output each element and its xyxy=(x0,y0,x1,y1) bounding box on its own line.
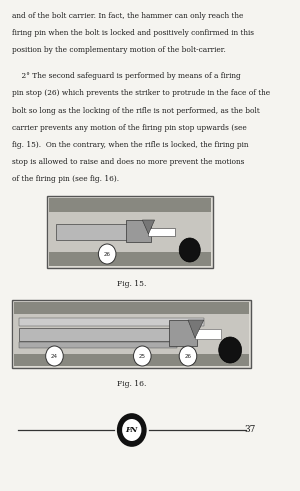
Text: 2° The second safeguard is performed by means of a firing: 2° The second safeguard is performed by … xyxy=(12,72,241,80)
Text: and of the bolt carrier. In fact, the hammer can only reach the: and of the bolt carrier. In fact, the ha… xyxy=(12,12,244,20)
Bar xyxy=(14,314,250,354)
Bar xyxy=(127,220,151,242)
Bar xyxy=(49,198,211,212)
Bar xyxy=(169,320,197,346)
Bar xyxy=(56,224,140,240)
Bar xyxy=(12,300,251,368)
Bar xyxy=(47,196,213,268)
Bar xyxy=(14,302,250,314)
Circle shape xyxy=(122,419,141,441)
Text: 25: 25 xyxy=(139,354,146,358)
Text: pin stop (26) which prevents the striker to protrude in the face of the: pin stop (26) which prevents the striker… xyxy=(12,89,270,97)
Text: 26: 26 xyxy=(104,251,111,256)
Text: Fig. 15.: Fig. 15. xyxy=(117,280,146,288)
Text: carrier prevents any motion of the firing pin stop upwards (see: carrier prevents any motion of the firin… xyxy=(12,124,247,132)
Polygon shape xyxy=(188,320,204,338)
Text: Fig. 16.: Fig. 16. xyxy=(117,380,146,388)
Circle shape xyxy=(179,238,200,262)
Bar xyxy=(195,329,221,339)
Text: position by the complementary motion of the bolt-carrier.: position by the complementary motion of … xyxy=(12,47,226,55)
Text: 26: 26 xyxy=(184,354,191,358)
Circle shape xyxy=(179,346,197,366)
Bar xyxy=(19,318,204,326)
Text: FN: FN xyxy=(126,426,138,434)
Bar xyxy=(14,354,250,366)
Bar xyxy=(19,328,173,341)
Circle shape xyxy=(134,346,151,366)
Circle shape xyxy=(98,244,116,264)
Circle shape xyxy=(118,414,146,446)
Text: of the firing pin (see fig. 16).: of the firing pin (see fig. 16). xyxy=(12,175,119,184)
Circle shape xyxy=(46,346,63,366)
Bar xyxy=(19,342,177,348)
Circle shape xyxy=(219,337,242,363)
Text: 24: 24 xyxy=(51,354,58,358)
Bar xyxy=(49,212,211,252)
Text: 37: 37 xyxy=(245,426,256,435)
Text: stop is allowed to raise and does no more prevent the motions: stop is allowed to raise and does no mor… xyxy=(12,158,245,166)
Text: bolt so long as the locking of the rifle is not performed, as the bolt: bolt so long as the locking of the rifle… xyxy=(12,107,260,114)
Text: fig. 15).  On the contrary, when the rifle is locked, the firing pin: fig. 15). On the contrary, when the rifl… xyxy=(12,141,249,149)
Bar xyxy=(49,252,211,266)
Text: firing pin when the bolt is locked and positively confirmed in this: firing pin when the bolt is locked and p… xyxy=(12,29,254,37)
Polygon shape xyxy=(142,220,154,234)
Bar xyxy=(148,228,175,236)
